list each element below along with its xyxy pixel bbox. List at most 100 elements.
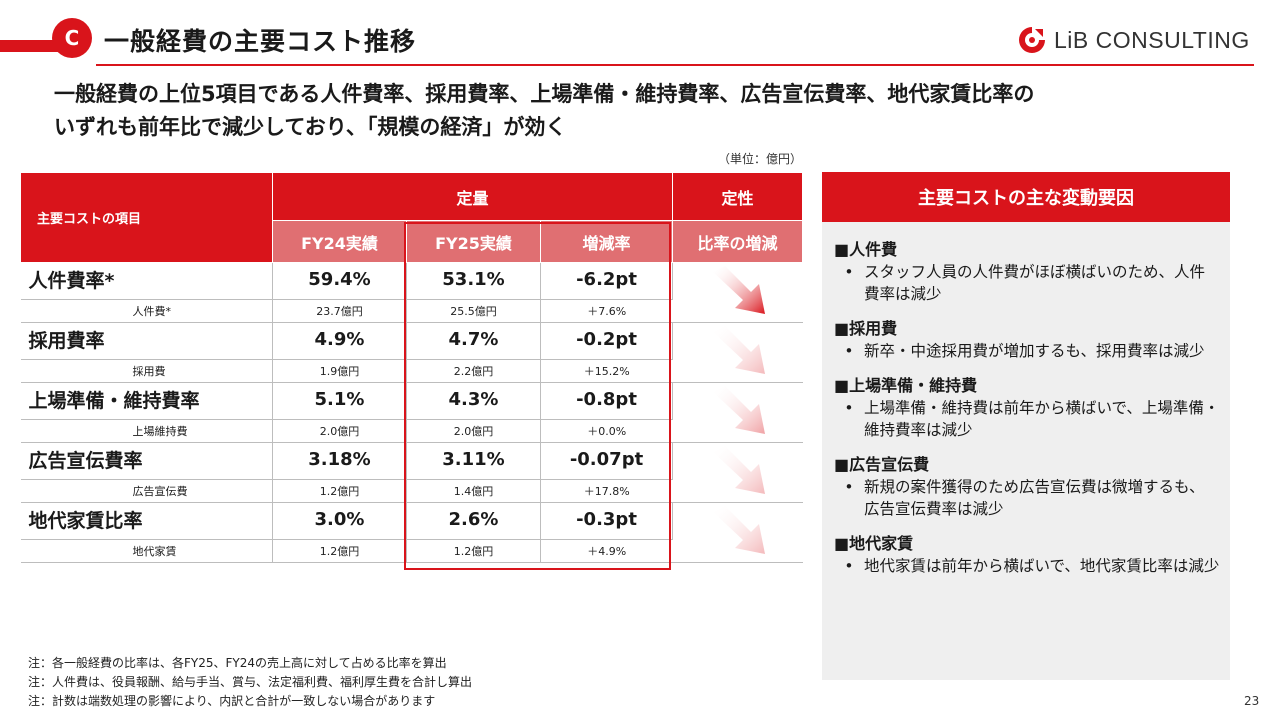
factor-bullet: • 新規の案件獲得のため広告宣伝費は微増するも、広告宣伝費率は減少 [834,476,1220,520]
factor-title: ■広告宣伝費 [834,455,930,474]
factor-text: スタッフ人員の人件費がほぼ横ばいのため、人件費率は減少 [864,263,1206,303]
down-trend-arrow-icon [712,265,765,314]
fy25-rate: 4.3% [406,382,541,420]
factor-text: 地代家賃は前年から横ばいで、地代家賃比率は減少 [864,557,1220,575]
table-subrow: 広告宣伝費 1.2億円 1.4億円 ＋17.8% [20,479,803,503]
company-logo: LiB CONSULTING [1016,24,1250,56]
footnote: 注：計数は端数処理の影響により、内訳と合計が一致しない場合があります [28,694,436,708]
amount-change: ＋17.8% [540,479,673,503]
header-quant-group: 定量 [271,172,674,221]
bullet-dot-icon: • [844,342,854,360]
cost-table: 主要コストの項目 定量 定性 FY24実績 FY25実績 増減率 比率の増減 人… [20,172,804,563]
table-subrow: 採用費 1.9億円 2.2億円 ＋15.2% [20,359,803,383]
fy25-amount: 2.2億円 [406,359,541,383]
change-rate: -0.07pt [540,442,674,480]
panel-title: 主要コストの主な変動要因 [822,172,1230,222]
factor-bullet: • 上場準備・維持費は前年から横ばいで、上場準備・維持費率は減少 [834,397,1220,441]
factor-title: ■上場準備・維持費 [834,376,978,395]
headline-line-1: 一般経費の上位5項目である人件費率、採用費率、上場準備・維持費率、広告宣伝費率、… [54,82,1035,106]
table-subrow: 上場維持費 2.0億円 2.0億円 ＋0.0% [20,419,803,443]
bullet-dot-icon: • [844,557,854,575]
fy25-rate: 3.11% [406,442,541,480]
change-rate: -0.3pt [540,502,674,540]
header-fy24: FY24実績 [272,220,407,263]
fy24-rate: 59.4% [272,262,407,300]
header-ratio-trend: 比率の増減 [672,220,804,263]
logo-text: LiB CONSULTING [1054,26,1250,53]
header-change: 増減率 [539,220,674,263]
page-number: 23 [1244,694,1260,708]
fy24-amount: 1.2億円 [272,539,407,563]
factor-bullet: • 地代家賃は前年から横ばいで、地代家賃比率は減少 [834,555,1220,577]
amount-change: ＋4.9% [540,539,673,563]
fy24-amount: 2.0億円 [272,419,407,443]
table-subrow: 地代家賃 1.2億円 1.2億円 ＋4.9% [20,539,803,563]
table-row: 上場準備・維持費率 5.1% 4.3% -0.8pt [20,382,803,443]
factor-text: 新卒・中途採用費が増加するも、採用費率は減少 [864,342,1205,360]
fy24-rate: 3.18% [272,442,407,480]
footnotes: 注：各一般経費の比率は、各FY25、FY24の売上高に対して占める比率を算出 注… [28,654,472,711]
factor-title: ■採用費 [834,319,898,338]
cost-item-name: 人件費率* [20,262,273,300]
factor-text: 新規の案件獲得のため広告宣伝費は微増するも、広告宣伝費率は減少 [864,478,1205,518]
fy24-rate: 4.9% [272,322,407,360]
logo-mark-icon [1019,27,1045,53]
amount-change: ＋7.6% [540,299,673,323]
fy24-amount: 1.2億円 [272,479,407,503]
bullet-dot-icon: • [844,263,854,281]
fy24-rate: 3.0% [272,502,407,540]
fy25-amount: 2.0億円 [406,419,541,443]
bullet-dot-icon: • [844,478,854,496]
cost-amount-label: 上場維持費 [20,419,273,443]
change-rate: -6.2pt [540,262,674,300]
title-underline [96,64,1254,66]
down-trend-arrow-icon [712,445,765,494]
table-subrow: 人件費* 23.7億円 25.5億円 ＋7.6% [20,299,803,323]
factor-section: ■採用費 • 新卒・中途採用費が増加するも、採用費率は減少 [822,319,1230,362]
factor-bullet: • スタッフ人員の人件費がほぼ横ばいのため、人件費率は減少 [834,261,1220,305]
cost-item-name: 採用費率 [20,322,273,360]
bullet-dot-icon: • [844,399,854,417]
fy25-amount: 1.2億円 [406,539,541,563]
cost-item-name: 上場準備・維持費率 [20,382,273,420]
down-trend-arrow-icon [712,325,765,374]
cost-amount-label: 採用費 [20,359,273,383]
factor-section: ■人件費 • スタッフ人員の人件費がほぼ横ばいのため、人件費率は減少 [822,222,1230,305]
fy25-rate: 2.6% [406,502,541,540]
down-trend-arrow-icon [712,505,765,554]
change-rate: -0.8pt [540,382,674,420]
footnote: 注：人件費は、役員報酬、給与手当、賞与、法定福利費、福利厚生費を合計し算出 [28,675,473,689]
table-row: 採用費率 4.9% 4.7% -0.2pt [20,322,803,383]
amount-change: ＋15.2% [540,359,673,383]
factor-text: 上場準備・維持費は前年から横ばいで、上場準備・維持費率は減少 [864,399,1220,439]
factor-section: ■広告宣伝費 • 新規の案件獲得のため広告宣伝費は微増するも、広告宣伝費率は減少 [822,455,1230,520]
fy25-rate: 4.7% [406,322,541,360]
cost-item-name: 広告宣伝費率 [20,442,273,480]
fy24-amount: 1.9億円 [272,359,407,383]
factor-title: ■人件費 [834,240,898,259]
footnote: 注：各一般経費の比率は、各FY25、FY24の売上高に対して占める比率を算出 [28,656,447,670]
header-item: 主要コストの項目 [20,172,273,263]
fy24-amount: 23.7億円 [272,299,407,323]
ratio-trend-cell [672,442,803,503]
header-qual-group: 定性 [672,172,804,221]
table-row: 地代家賃比率 3.0% 2.6% -0.3pt [20,502,803,563]
ratio-trend-cell [672,382,803,443]
table-row: 広告宣伝費率 3.18% 3.11% -0.07pt [20,442,803,503]
cost-item-name: 地代家賃比率 [20,502,273,540]
fy24-rate: 5.1% [272,382,407,420]
cost-amount-label: 広告宣伝費 [20,479,273,503]
unit-note: （単位：億円） [718,152,803,166]
section-badge: C [52,18,92,58]
header-fy25: FY25実績 [406,220,541,263]
factor-bullet: • 新卒・中途採用費が増加するも、採用費率は減少 [834,340,1220,362]
ratio-trend-cell [672,502,803,563]
change-rate: -0.2pt [540,322,674,360]
fy25-amount: 1.4億円 [406,479,541,503]
amount-change: ＋0.0% [540,419,673,443]
cost-amount-label: 地代家賃 [20,539,273,563]
down-trend-arrow-icon [712,385,765,434]
page-title: 一般経費の主要コスト推移 [104,27,417,56]
cost-amount-label: 人件費* [20,299,273,323]
ratio-trend-cell [672,322,803,383]
